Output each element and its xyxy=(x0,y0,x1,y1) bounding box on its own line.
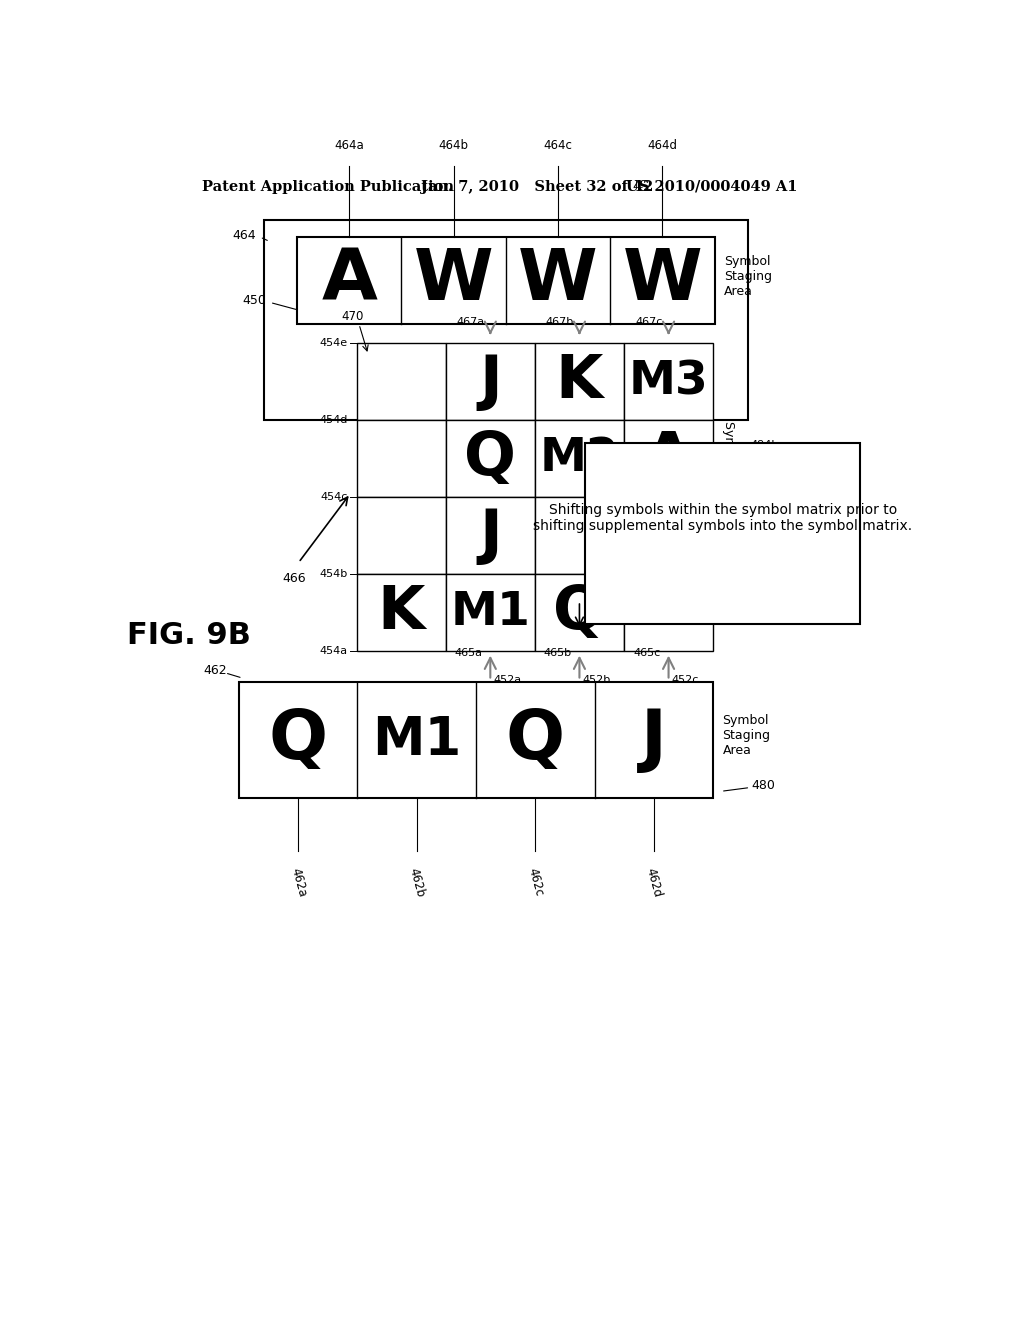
Text: Jan. 7, 2010   Sheet 32 of 42: Jan. 7, 2010 Sheet 32 of 42 xyxy=(421,180,653,194)
Text: 454b: 454b xyxy=(319,569,347,579)
Text: 467b: 467b xyxy=(545,317,573,327)
Bar xyxy=(445,343,535,420)
Bar xyxy=(356,343,445,420)
Text: M2: M2 xyxy=(540,436,620,482)
Text: Patent Application Publication: Patent Application Publication xyxy=(202,180,454,194)
Text: 452a: 452a xyxy=(494,676,521,685)
Text: W: W xyxy=(518,246,598,315)
Text: 454d: 454d xyxy=(318,416,347,425)
Text: 450: 450 xyxy=(243,294,266,308)
Text: 454e: 454e xyxy=(319,338,347,348)
Text: 465b: 465b xyxy=(544,648,571,657)
Bar xyxy=(263,220,748,420)
Text: FIG. 9B: FIG. 9B xyxy=(127,622,251,651)
Text: Q: Q xyxy=(464,429,516,488)
Text: 464b: 464b xyxy=(438,139,469,152)
Text: 467c: 467c xyxy=(635,317,663,327)
Text: 452c: 452c xyxy=(672,676,699,685)
Bar xyxy=(445,420,535,498)
Text: 494b: 494b xyxy=(751,440,778,450)
Text: W: W xyxy=(414,246,494,315)
Text: 462b: 462b xyxy=(407,867,427,899)
Text: 462c: 462c xyxy=(525,867,545,898)
Text: 465c: 465c xyxy=(634,648,660,657)
Text: 494a: 494a xyxy=(751,589,778,598)
Text: Symbol
Staging
Area: Symbol Staging Area xyxy=(722,714,770,758)
Text: US 2010/0004049 A1: US 2010/0004049 A1 xyxy=(627,180,798,194)
Bar xyxy=(445,498,535,574)
Bar xyxy=(356,574,445,651)
Text: K: K xyxy=(378,583,425,643)
Text: 464d: 464d xyxy=(647,139,678,152)
Text: W: W xyxy=(623,246,702,315)
Bar xyxy=(297,238,715,323)
Text: M1: M1 xyxy=(372,714,462,766)
Bar xyxy=(535,343,624,420)
Text: 464: 464 xyxy=(232,228,256,242)
Text: 464c: 464c xyxy=(544,139,572,152)
Bar xyxy=(586,444,860,624)
Text: 462a: 462a xyxy=(288,867,308,899)
Bar xyxy=(356,420,445,498)
Bar xyxy=(624,574,713,651)
Text: 466: 466 xyxy=(283,572,306,585)
Bar xyxy=(535,574,624,651)
Text: M3: M3 xyxy=(629,359,709,404)
Text: K: K xyxy=(556,352,603,412)
Bar xyxy=(624,343,713,420)
Text: Symbol Matrix: Symbol Matrix xyxy=(722,421,735,511)
Text: 464a: 464a xyxy=(334,139,365,152)
Text: Symbol
Staging
Area: Symbol Staging Area xyxy=(724,255,772,298)
Text: 462: 462 xyxy=(204,664,227,677)
Text: M1: M1 xyxy=(451,590,530,635)
Text: Shifting symbols within the symbol matrix prior to
shifting supplemental symbols: Shifting symbols within the symbol matri… xyxy=(534,503,912,533)
Bar xyxy=(535,420,624,498)
Text: J: J xyxy=(479,352,502,412)
Text: 452b: 452b xyxy=(583,676,610,685)
Text: 465a: 465a xyxy=(455,648,482,657)
Bar xyxy=(535,498,624,574)
Text: 454c: 454c xyxy=(319,492,347,502)
Text: Q: Q xyxy=(268,706,328,774)
Text: 470: 470 xyxy=(342,310,364,323)
Text: Q: Q xyxy=(553,583,605,643)
Bar xyxy=(624,420,713,498)
Text: 454a: 454a xyxy=(319,647,347,656)
Text: 462d: 462d xyxy=(644,867,664,899)
Bar xyxy=(239,682,713,797)
Text: A: A xyxy=(645,429,692,488)
Bar xyxy=(356,498,445,574)
Text: J: J xyxy=(641,706,667,774)
Text: J: J xyxy=(479,506,502,565)
Text: 467a: 467a xyxy=(456,317,484,327)
Text: A: A xyxy=(322,246,377,315)
Text: 480: 480 xyxy=(752,779,775,792)
Bar xyxy=(624,498,713,574)
Text: Q: Q xyxy=(506,706,565,774)
Bar xyxy=(445,574,535,651)
